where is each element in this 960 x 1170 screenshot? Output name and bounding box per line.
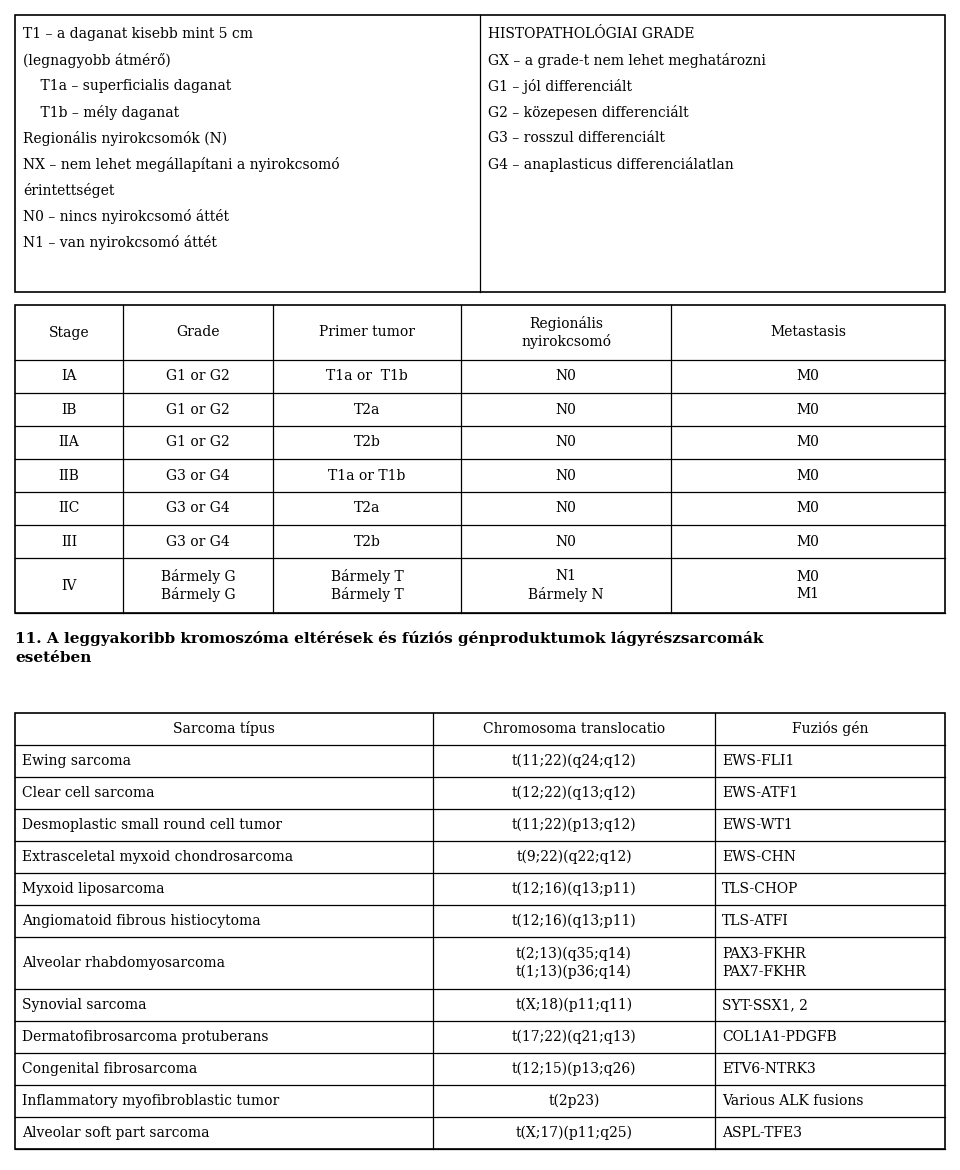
- Text: t(12;16)(q13;p11): t(12;16)(q13;p11): [512, 914, 636, 928]
- Text: G1 or G2: G1 or G2: [166, 370, 229, 384]
- Text: Sarcoma típus: Sarcoma típus: [173, 722, 275, 736]
- Text: Clear cell sarcoma: Clear cell sarcoma: [22, 786, 155, 800]
- Text: ASPL-TFE3: ASPL-TFE3: [722, 1126, 802, 1140]
- Text: Grade: Grade: [177, 325, 220, 339]
- Text: N0: N0: [556, 468, 576, 482]
- Text: t(12;15)(p13;q26): t(12;15)(p13;q26): [512, 1062, 636, 1076]
- Text: N0: N0: [556, 402, 576, 417]
- Text: T1 – a daganat kisebb mint 5 cm: T1 – a daganat kisebb mint 5 cm: [23, 27, 253, 41]
- Text: IIB: IIB: [59, 468, 80, 482]
- Text: 11. A leggyakoribb kromoszóma eltérések és fúziós génproduktumok lágyrészsarcomá: 11. A leggyakoribb kromoszóma eltérések …: [15, 631, 763, 666]
- Text: EWS-CHN: EWS-CHN: [722, 849, 796, 863]
- Text: T1b – mély daganat: T1b – mély daganat: [23, 105, 180, 121]
- Text: N0: N0: [556, 370, 576, 384]
- Text: Congenital fibrosarcoma: Congenital fibrosarcoma: [22, 1062, 197, 1076]
- Text: (legnagyobb átmérő): (legnagyobb átmérő): [23, 53, 171, 68]
- Text: N0: N0: [556, 535, 576, 549]
- Text: PAX3-FKHR
PAX7-FKHR: PAX3-FKHR PAX7-FKHR: [722, 948, 805, 978]
- Text: érintettséget: érintettséget: [23, 183, 114, 198]
- Text: N0: N0: [556, 435, 576, 449]
- Text: TLS-CHOP: TLS-CHOP: [722, 882, 799, 896]
- Text: G1 – jól differenciált: G1 – jól differenciált: [488, 80, 632, 94]
- Text: M0: M0: [797, 370, 820, 384]
- Text: III: III: [60, 535, 77, 549]
- Text: Desmoplastic small round cell tumor: Desmoplastic small round cell tumor: [22, 818, 282, 832]
- Text: Primer tumor: Primer tumor: [319, 325, 415, 339]
- Text: Synovial sarcoma: Synovial sarcoma: [22, 998, 147, 1012]
- Text: TLS-ATFI: TLS-ATFI: [722, 914, 789, 928]
- Text: G3 – rosszul differenciált: G3 – rosszul differenciált: [488, 131, 665, 145]
- Text: GX – a grade-t nem lehet meghatározni: GX – a grade-t nem lehet meghatározni: [488, 53, 766, 68]
- Text: Angiomatoid fibrous histiocytoma: Angiomatoid fibrous histiocytoma: [22, 914, 260, 928]
- Bar: [15, 305, 945, 613]
- Text: G4 – anaplasticus differenciálatlan: G4 – anaplasticus differenciálatlan: [488, 157, 733, 172]
- Text: Regionális
nyirokcsomó: Regionális nyirokcsomó: [521, 316, 611, 350]
- Text: M0
M1: M0 M1: [797, 570, 820, 601]
- Text: M0: M0: [797, 502, 820, 516]
- Text: t(11;22)(p13;q12): t(11;22)(p13;q12): [512, 818, 636, 832]
- Text: IIC: IIC: [59, 502, 80, 516]
- Text: NX – nem lehet megállapítani a nyirokcsomó: NX – nem lehet megállapítani a nyirokcso…: [23, 157, 340, 172]
- Text: Ewing sarcoma: Ewing sarcoma: [22, 753, 131, 768]
- Text: t(2p23): t(2p23): [548, 1094, 600, 1108]
- Text: T1a or  T1b: T1a or T1b: [326, 370, 408, 384]
- Text: G3 or G4: G3 or G4: [166, 502, 229, 516]
- Text: t(9;22)(q22;q12): t(9;22)(q22;q12): [516, 849, 632, 865]
- Text: t(X;17)(p11;q25): t(X;17)(p11;q25): [516, 1126, 633, 1141]
- Text: T1a – superficialis daganat: T1a – superficialis daganat: [23, 80, 231, 92]
- Text: Extrasceletal myxoid chondrosarcoma: Extrasceletal myxoid chondrosarcoma: [22, 849, 293, 863]
- Text: N1
Bármely N: N1 Bármely N: [528, 569, 604, 601]
- Text: Regionális nyirokcsomók (N): Regionális nyirokcsomók (N): [23, 131, 228, 146]
- Bar: [15, 15, 945, 292]
- Text: G2 – közepesen differenciált: G2 – közepesen differenciált: [488, 105, 688, 121]
- Text: IA: IA: [61, 370, 77, 384]
- Text: t(12;16)(q13;p11): t(12;16)(q13;p11): [512, 882, 636, 896]
- Text: Dermatofibrosarcoma protuberans: Dermatofibrosarcoma protuberans: [22, 1030, 269, 1044]
- Text: ETV6-NTRK3: ETV6-NTRK3: [722, 1062, 816, 1076]
- Text: G3 or G4: G3 or G4: [166, 468, 229, 482]
- Text: Inflammatory myofibroblastic tumor: Inflammatory myofibroblastic tumor: [22, 1094, 279, 1108]
- Text: Alveolar soft part sarcoma: Alveolar soft part sarcoma: [22, 1126, 209, 1140]
- Text: Chromosoma translocatio: Chromosoma translocatio: [483, 722, 665, 736]
- Text: t(17;22)(q21;q13): t(17;22)(q21;q13): [512, 1030, 636, 1044]
- Text: N1 – van nyirokcsomó áttét: N1 – van nyirokcsomó áttét: [23, 235, 217, 250]
- Text: IIA: IIA: [59, 435, 80, 449]
- Text: G3 or G4: G3 or G4: [166, 535, 229, 549]
- Text: Stage: Stage: [49, 325, 89, 339]
- Text: Various ALK fusions: Various ALK fusions: [722, 1094, 863, 1108]
- Text: N0: N0: [556, 502, 576, 516]
- Text: t(2;13)(q35;q14)
t(1;13)(p36;q14): t(2;13)(q35;q14) t(1;13)(p36;q14): [516, 947, 632, 979]
- Text: HISTOPATHOLÓGIAI GRADE: HISTOPATHOLÓGIAI GRADE: [488, 27, 694, 41]
- Text: T1a or T1b: T1a or T1b: [328, 468, 406, 482]
- Text: EWS-FLI1: EWS-FLI1: [722, 753, 794, 768]
- Text: M0: M0: [797, 535, 820, 549]
- Text: Metastasis: Metastasis: [770, 325, 846, 339]
- Text: Bármely T
Bármely T: Bármely T Bármely T: [330, 569, 403, 603]
- Text: t(X;18)(p11;q11): t(X;18)(p11;q11): [516, 998, 633, 1012]
- Text: G1 or G2: G1 or G2: [166, 435, 229, 449]
- Text: SYT-SSX1, 2: SYT-SSX1, 2: [722, 998, 808, 1012]
- Text: Fuziós gén: Fuziós gén: [792, 722, 868, 736]
- Text: Myxoid liposarcoma: Myxoid liposarcoma: [22, 882, 164, 896]
- Text: G1 or G2: G1 or G2: [166, 402, 229, 417]
- Text: EWS-ATF1: EWS-ATF1: [722, 786, 798, 800]
- Text: T2b: T2b: [353, 435, 380, 449]
- Text: Alveolar rhabdomyosarcoma: Alveolar rhabdomyosarcoma: [22, 956, 225, 970]
- Bar: [15, 713, 945, 1149]
- Text: M0: M0: [797, 402, 820, 417]
- Text: M0: M0: [797, 435, 820, 449]
- Text: IV: IV: [61, 578, 77, 592]
- Text: T2a: T2a: [354, 402, 380, 417]
- Text: N0 – nincs nyirokcsomó áttét: N0 – nincs nyirokcsomó áttét: [23, 209, 229, 223]
- Text: T2b: T2b: [353, 535, 380, 549]
- Text: IB: IB: [61, 402, 77, 417]
- Text: EWS-WT1: EWS-WT1: [722, 818, 793, 832]
- Text: M0: M0: [797, 468, 820, 482]
- Text: t(11;22)(q24;q12): t(11;22)(q24;q12): [512, 753, 636, 769]
- Text: T2a: T2a: [354, 502, 380, 516]
- Text: COL1A1-PDGFB: COL1A1-PDGFB: [722, 1030, 837, 1044]
- Text: Bármely G
Bármely G: Bármely G Bármely G: [160, 569, 235, 603]
- Text: t(12;22)(q13;q12): t(12;22)(q13;q12): [512, 786, 636, 800]
